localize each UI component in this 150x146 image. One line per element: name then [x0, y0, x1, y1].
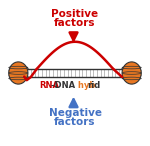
- Text: factors: factors: [54, 117, 96, 127]
- Text: rid: rid: [87, 81, 100, 90]
- Ellipse shape: [9, 62, 28, 84]
- Text: factors: factors: [54, 18, 96, 28]
- Text: Negative: Negative: [48, 108, 102, 118]
- Text: Positive: Positive: [51, 9, 99, 19]
- Ellipse shape: [122, 62, 141, 84]
- Text: -DNA: -DNA: [51, 81, 78, 90]
- Text: hyb: hyb: [75, 81, 95, 90]
- Text: RNA: RNA: [39, 81, 59, 90]
